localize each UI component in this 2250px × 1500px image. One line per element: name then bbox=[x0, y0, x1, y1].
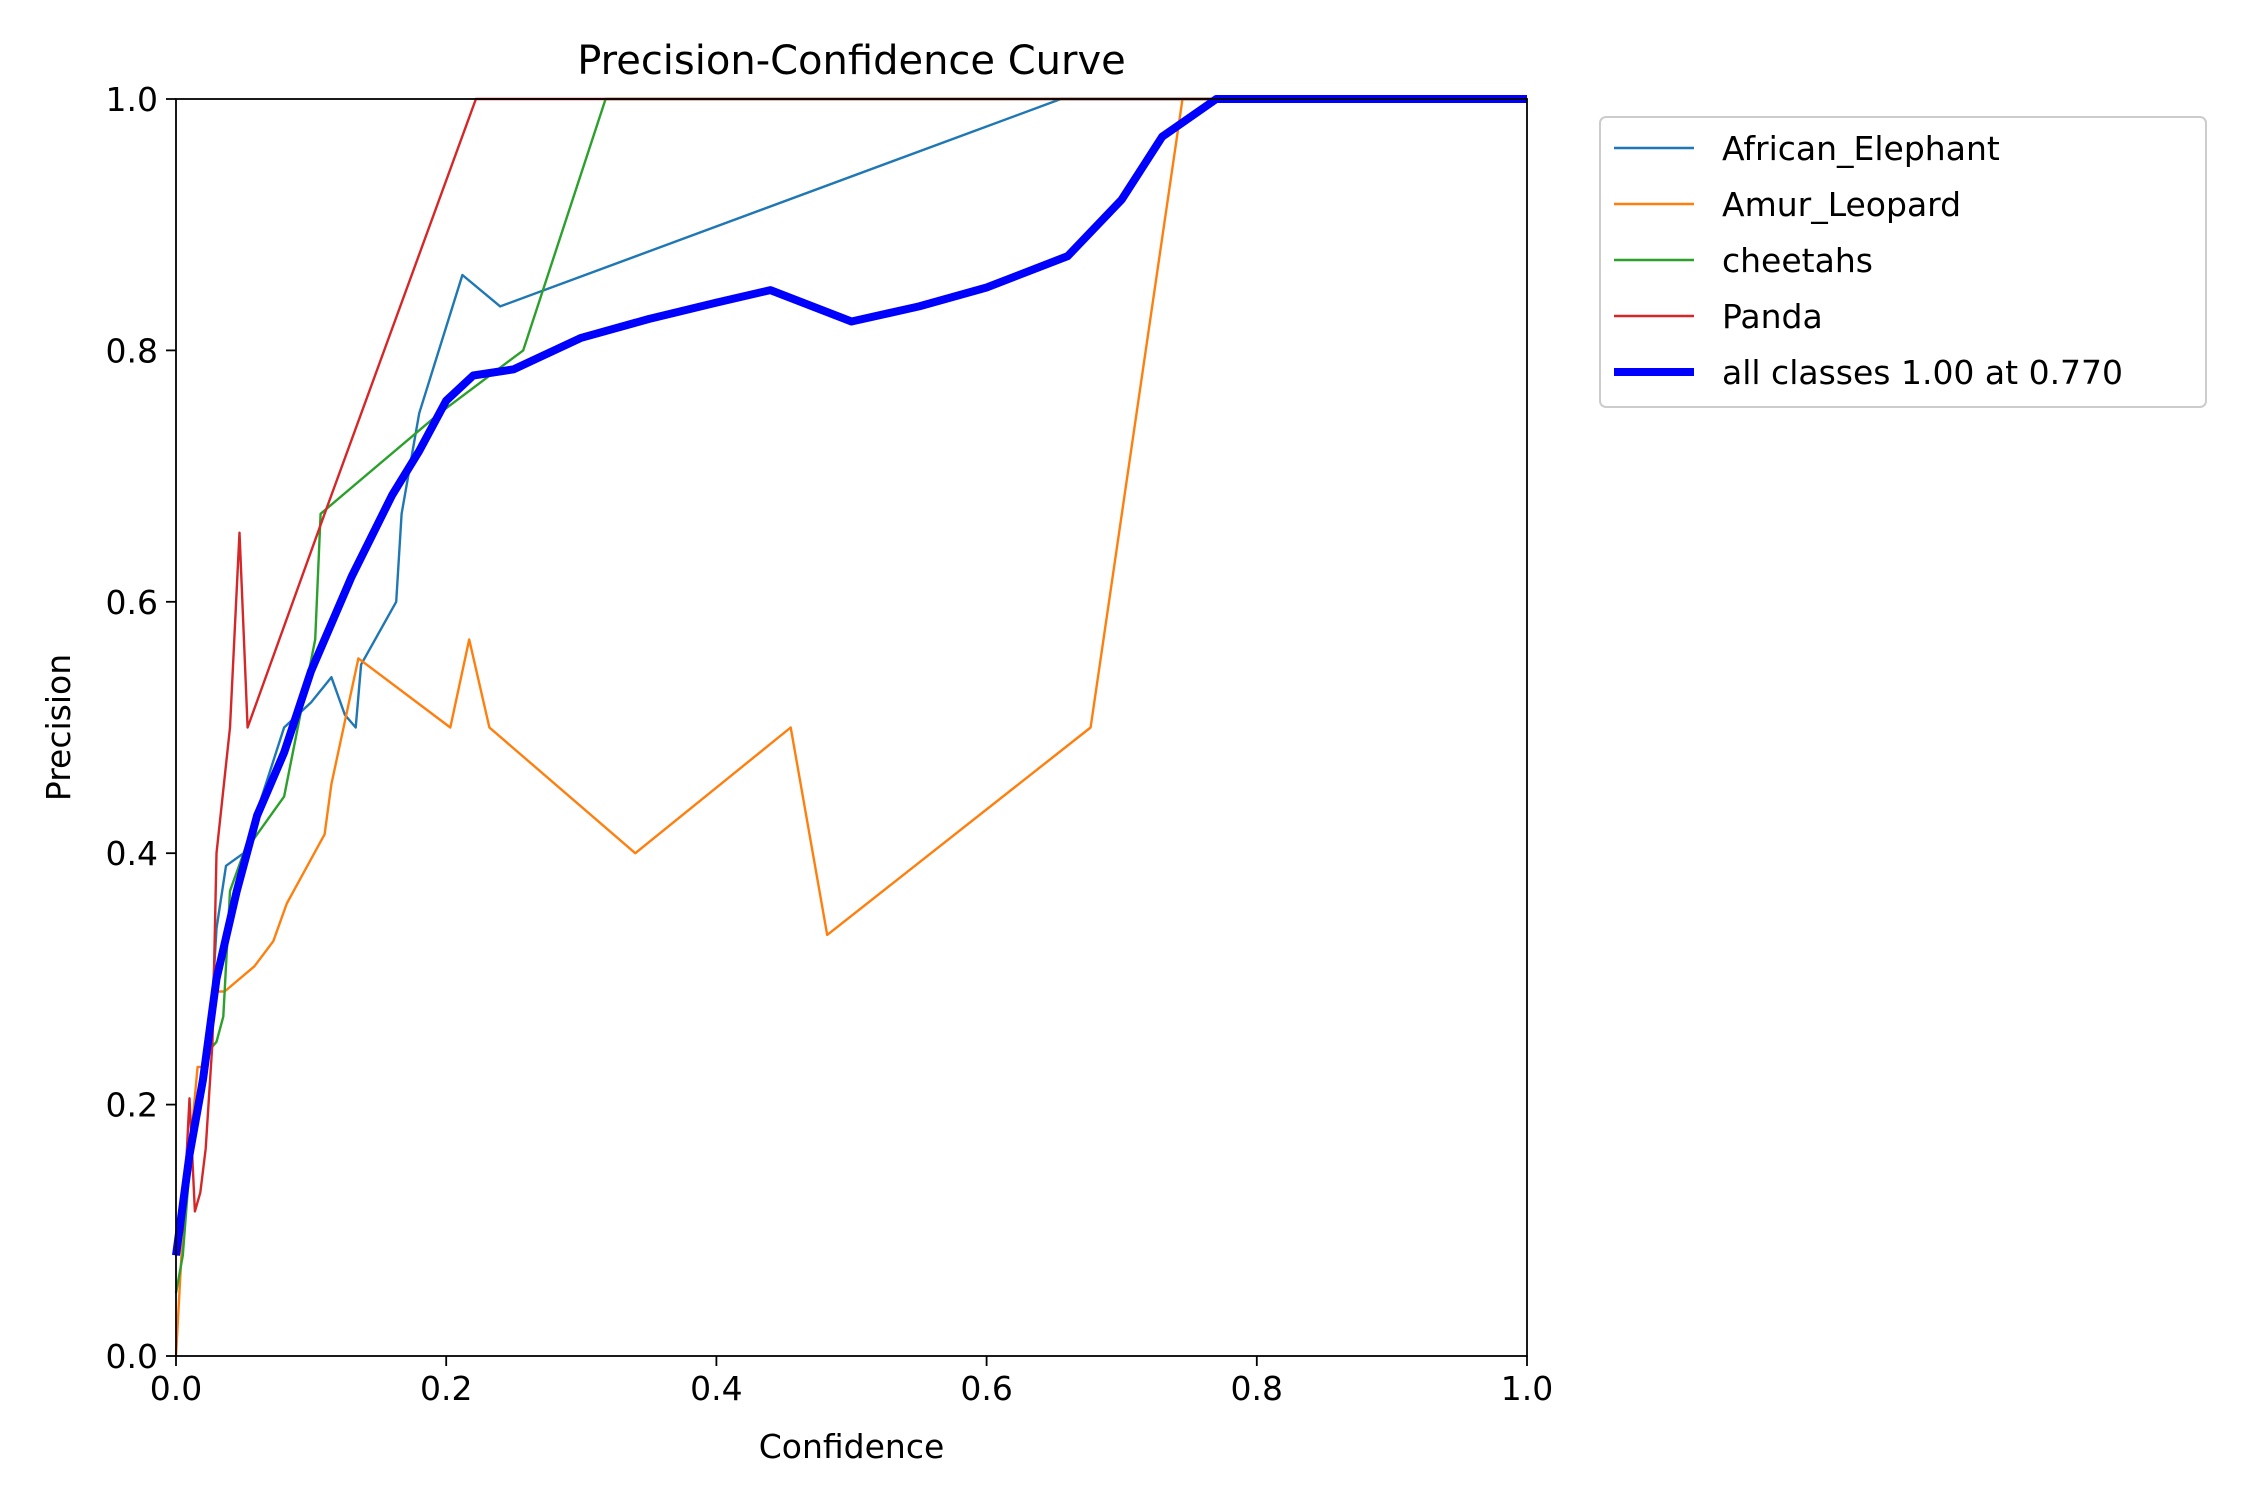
x-tick-label: 0.8 bbox=[1231, 1369, 1283, 1408]
x-tick-label: 1.0 bbox=[1501, 1369, 1553, 1408]
y-tick-label: 0.8 bbox=[106, 331, 158, 370]
x-tick-label: 0.0 bbox=[150, 1369, 202, 1408]
x-axis-title: Confidence bbox=[759, 1427, 945, 1466]
legend-label-all-classes-1-00-at-0-770: all classes 1.00 at 0.770 bbox=[1722, 353, 2123, 392]
x-axis-ticks: 0.0 0.2 0.4 0.6 0.8 1.0 bbox=[150, 1356, 1553, 1408]
y-axis-ticks: 0.0 0.2 0.4 0.6 0.8 1.0 bbox=[106, 80, 176, 1376]
legend-label-african-elephant: African_Elephant bbox=[1722, 129, 2000, 168]
y-tick-label: 1.0 bbox=[106, 80, 158, 119]
series-line-all-classes-1-00-at-0-770 bbox=[172, 95, 1527, 1256]
legend-label-cheetahs: cheetahs bbox=[1722, 241, 1873, 280]
legend-label-amur-leopard: Amur_Leopard bbox=[1722, 185, 1961, 224]
y-tick-label: 0.6 bbox=[106, 583, 158, 622]
legend: African_Elephant Amur_Leopard cheetahs Pand… bbox=[1599, 116, 2207, 408]
y-tick-label: 0.2 bbox=[106, 1086, 158, 1125]
y-axis-title: Precision bbox=[39, 654, 78, 801]
x-tick-label: 0.2 bbox=[420, 1369, 472, 1408]
plot-background bbox=[176, 99, 1527, 1356]
series-line-panda bbox=[174, 97, 1527, 1256]
legend-frame bbox=[1599, 116, 2207, 408]
legend-label-panda: Panda bbox=[1722, 297, 1823, 336]
series-layer bbox=[172, 95, 1527, 1357]
chart-title: Precision-Confidence Curve bbox=[577, 38, 1126, 84]
x-tick-label: 0.6 bbox=[960, 1369, 1012, 1408]
y-tick-label: 0.4 bbox=[106, 834, 158, 873]
plot-frame bbox=[175, 98, 1528, 1357]
legend-items: African_Elephant Amur_Leopard cheetahs Pand… bbox=[1614, 129, 2123, 392]
y-tick-label: 0.0 bbox=[106, 1337, 158, 1376]
x-tick-label: 0.4 bbox=[690, 1369, 742, 1408]
